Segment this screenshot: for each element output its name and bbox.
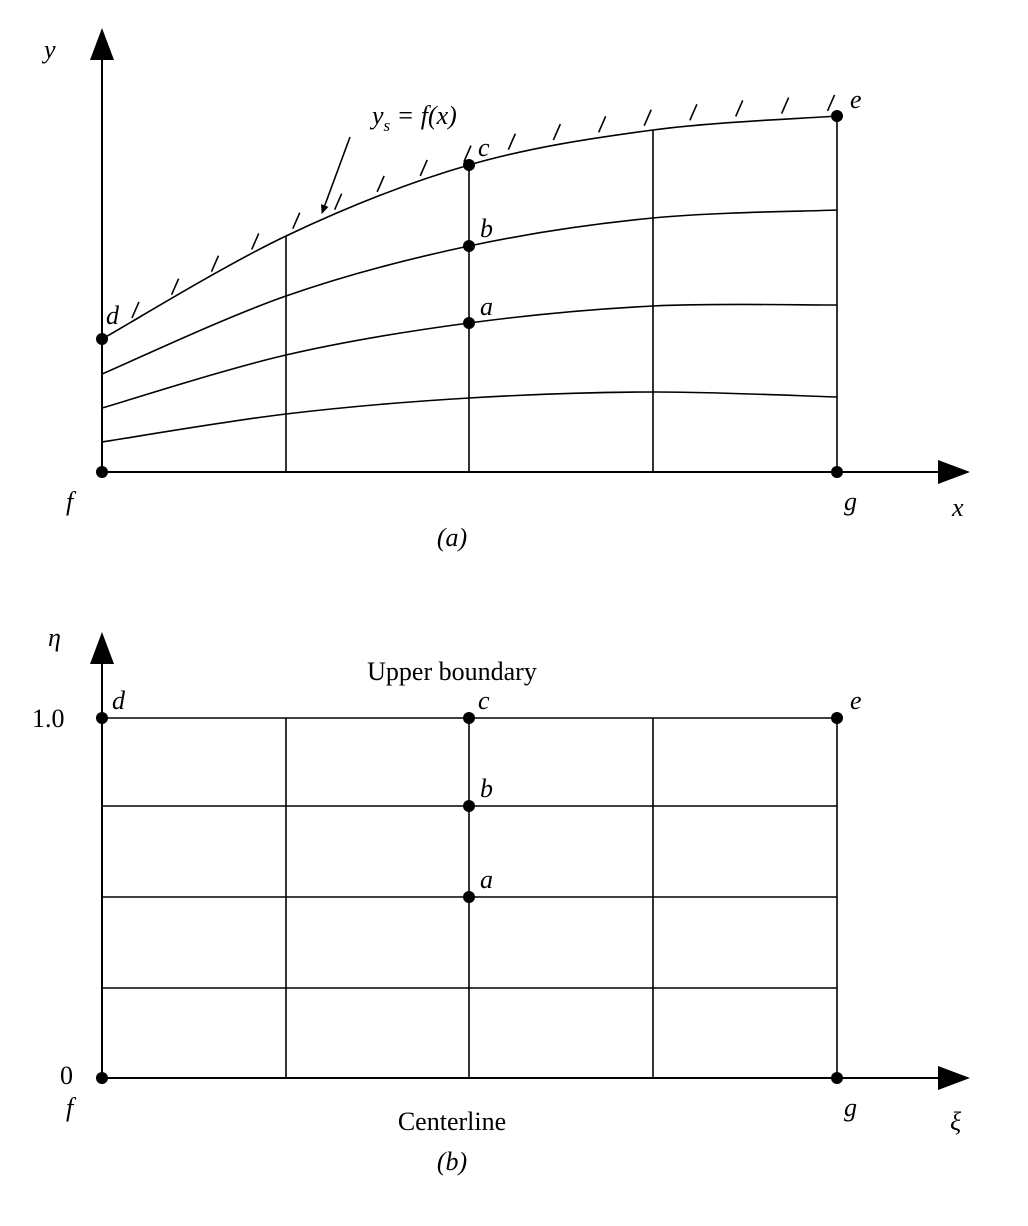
hatch (376, 175, 385, 193)
arrow-head (90, 632, 114, 664)
node (96, 712, 108, 724)
hatch (780, 97, 790, 114)
panel-b: η ξ 1.0 0 Upper boundary Centerline a b … (32, 623, 970, 1176)
hatch (552, 123, 562, 141)
node (831, 110, 843, 122)
hatch (689, 103, 698, 121)
node (463, 317, 475, 329)
point-label: e (850, 85, 862, 114)
point-label: e (850, 686, 862, 715)
point-label: b (480, 774, 493, 803)
node (463, 800, 475, 812)
node (463, 712, 475, 724)
point-label: c (478, 686, 490, 715)
pointer-arrow (321, 136, 351, 214)
node (463, 159, 475, 171)
hatch (826, 94, 836, 112)
point-label: c (478, 133, 490, 162)
hatch (333, 193, 343, 210)
x-axis-label: x (951, 493, 964, 522)
node (96, 333, 108, 345)
hatch (463, 145, 472, 162)
node (831, 1072, 843, 1084)
arrow-head (90, 28, 114, 60)
point-label: g (844, 1093, 857, 1122)
hatch (734, 100, 744, 117)
caption: (b) (437, 1147, 467, 1176)
caption: (a) (437, 523, 467, 552)
point-label: f (66, 1093, 77, 1122)
node (831, 712, 843, 724)
point-label: d (112, 686, 126, 715)
boundary-label: Centerline (398, 1107, 506, 1136)
arrow-head (938, 1066, 970, 1090)
node (831, 466, 843, 478)
y-axis-label: η (48, 623, 61, 652)
hatch (419, 159, 428, 177)
curve-label: ys = f(x) (369, 101, 457, 135)
hatch (251, 233, 260, 250)
hatch (643, 109, 652, 127)
hatch (292, 212, 301, 230)
node (463, 240, 475, 252)
hatch (131, 301, 140, 319)
hatch (597, 115, 607, 133)
hatch (170, 278, 180, 295)
hatch (210, 255, 220, 272)
axis-tick-label: 1.0 (32, 704, 65, 733)
node (96, 1072, 108, 1084)
point-label: a (480, 292, 493, 321)
panel-a: y x ys = f(x) a b c d e f g (a) (41, 28, 970, 552)
point-label: b (480, 214, 493, 243)
point-label: d (106, 301, 120, 330)
boundary-label: Upper boundary (367, 657, 537, 686)
node (96, 466, 108, 478)
x-axis-label: ξ (950, 1107, 962, 1136)
point-label: g (844, 487, 857, 516)
node (463, 891, 475, 903)
point-label: f (66, 487, 77, 516)
point-label: a (480, 865, 493, 894)
y-axis-label: y (41, 35, 56, 64)
arrow-head (938, 460, 970, 484)
axis-tick-label: 0 (60, 1061, 73, 1090)
grid-curve (101, 391, 838, 443)
hatch (507, 133, 517, 151)
